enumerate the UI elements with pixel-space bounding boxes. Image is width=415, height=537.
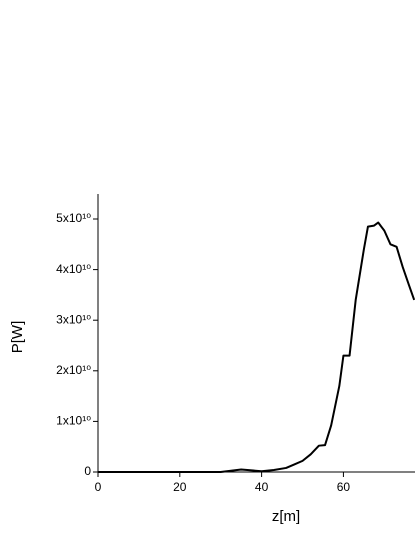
x-tick-label: 60 — [337, 480, 351, 494]
y-tick-label: 2x10¹⁰ — [56, 363, 91, 377]
x-axis-label: z[m] — [272, 508, 300, 525]
y-axis-label: P[W] — [9, 321, 26, 354]
data-line — [98, 221, 415, 473]
x-tick-label: 40 — [255, 480, 269, 494]
y-tick-label: 3x10¹⁰ — [56, 312, 91, 326]
x-tick-label: 0 — [95, 480, 102, 494]
x-tick-label: 20 — [173, 480, 187, 494]
y-tick-label: 1x10¹⁰ — [56, 414, 91, 428]
y-tick-label: 5x10¹⁰ — [56, 211, 91, 225]
y-tick-label: 4x10¹⁰ — [56, 262, 91, 276]
y-tick-label: 0 — [84, 464, 91, 478]
